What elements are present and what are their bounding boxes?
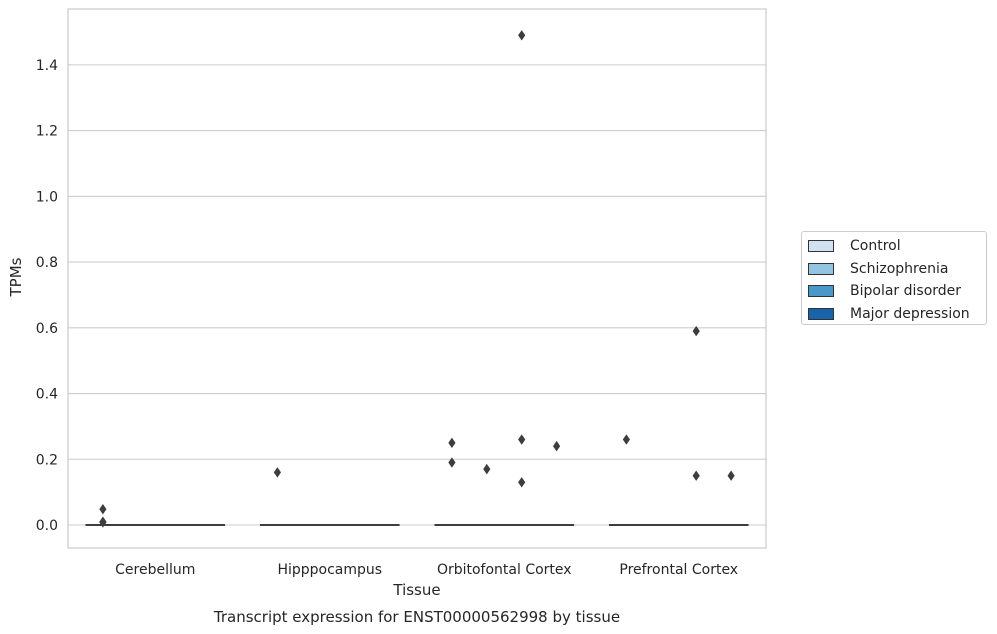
- legend-item-bipolar-disorder: Bipolar disorder: [808, 280, 986, 303]
- y-tick-label: 1.0: [36, 189, 58, 205]
- y-tick-label: 0.0: [36, 518, 58, 534]
- y-tick-label: 0.6: [36, 321, 58, 337]
- outlier-point: [518, 434, 526, 445]
- y-axis-label: TPMs: [7, 257, 25, 297]
- grid-lines: [68, 64, 766, 526]
- outlier-point: [518, 477, 526, 488]
- outlier-point: [99, 516, 107, 527]
- outlier-points: [99, 30, 735, 528]
- legend-label-major-depression: Major depression: [850, 305, 970, 322]
- y-tick-label: 0.8: [36, 255, 58, 271]
- legend-swatch-major-depression: [808, 307, 834, 320]
- outlier-point: [692, 470, 700, 481]
- legend-item-major-depression: Major depression: [808, 303, 986, 326]
- outlier-point: [518, 30, 526, 41]
- x-tick-label-prefrontal-cortex: Prefrontal Cortex: [619, 562, 738, 578]
- y-tick-label: 1.2: [36, 124, 58, 140]
- plot-frame: [67, 8, 767, 549]
- outlier-point: [622, 434, 630, 445]
- outlier-point: [483, 463, 491, 475]
- legend-item-schizophrenia: Schizophrenia: [808, 258, 986, 281]
- outlier-point: [553, 440, 561, 452]
- legend-label-control: Control: [850, 238, 901, 255]
- legend: Control Schizophrenia Bipolar disorder M…: [801, 231, 987, 325]
- x-tick-label-cerebellum: Cerebellum: [115, 562, 195, 578]
- legend-swatch-bipolar-disorder: [808, 285, 834, 298]
- outlier-point: [727, 470, 735, 481]
- y-tick-label: 0.4: [36, 387, 58, 403]
- chart-caption: Transcript expression for ENST0000056299…: [213, 608, 620, 626]
- y-tick-labels: 0.0 0.2 0.4 0.6 0.8 1.0 1.2 1.4: [36, 58, 58, 534]
- x-tick-labels: Cerebellum Hipppocampus Orbitofontal Corte…: [115, 562, 738, 578]
- x-tick-label-hipppocampus: Hipppocampus: [277, 562, 382, 578]
- legend-label-bipolar-disorder: Bipolar disorder: [850, 283, 962, 300]
- y-tick-label: 1.4: [36, 58, 58, 74]
- outlier-point: [99, 504, 107, 515]
- legend-swatch-schizophrenia: [808, 262, 834, 275]
- x-axis-label: Tissue: [392, 581, 440, 599]
- outlier-point: [692, 325, 700, 337]
- legend-label-schizophrenia: Schizophrenia: [850, 260, 949, 277]
- x-tick-label-orbitofontal-cortex: Orbitofontal Cortex: [437, 562, 572, 578]
- outlier-point: [448, 457, 456, 468]
- outlier-point: [273, 467, 281, 478]
- y-tick-label: 0.2: [36, 452, 58, 468]
- legend-swatch-control: [808, 240, 834, 253]
- outlier-point: [448, 437, 456, 449]
- legend-item-control: Control: [808, 235, 986, 258]
